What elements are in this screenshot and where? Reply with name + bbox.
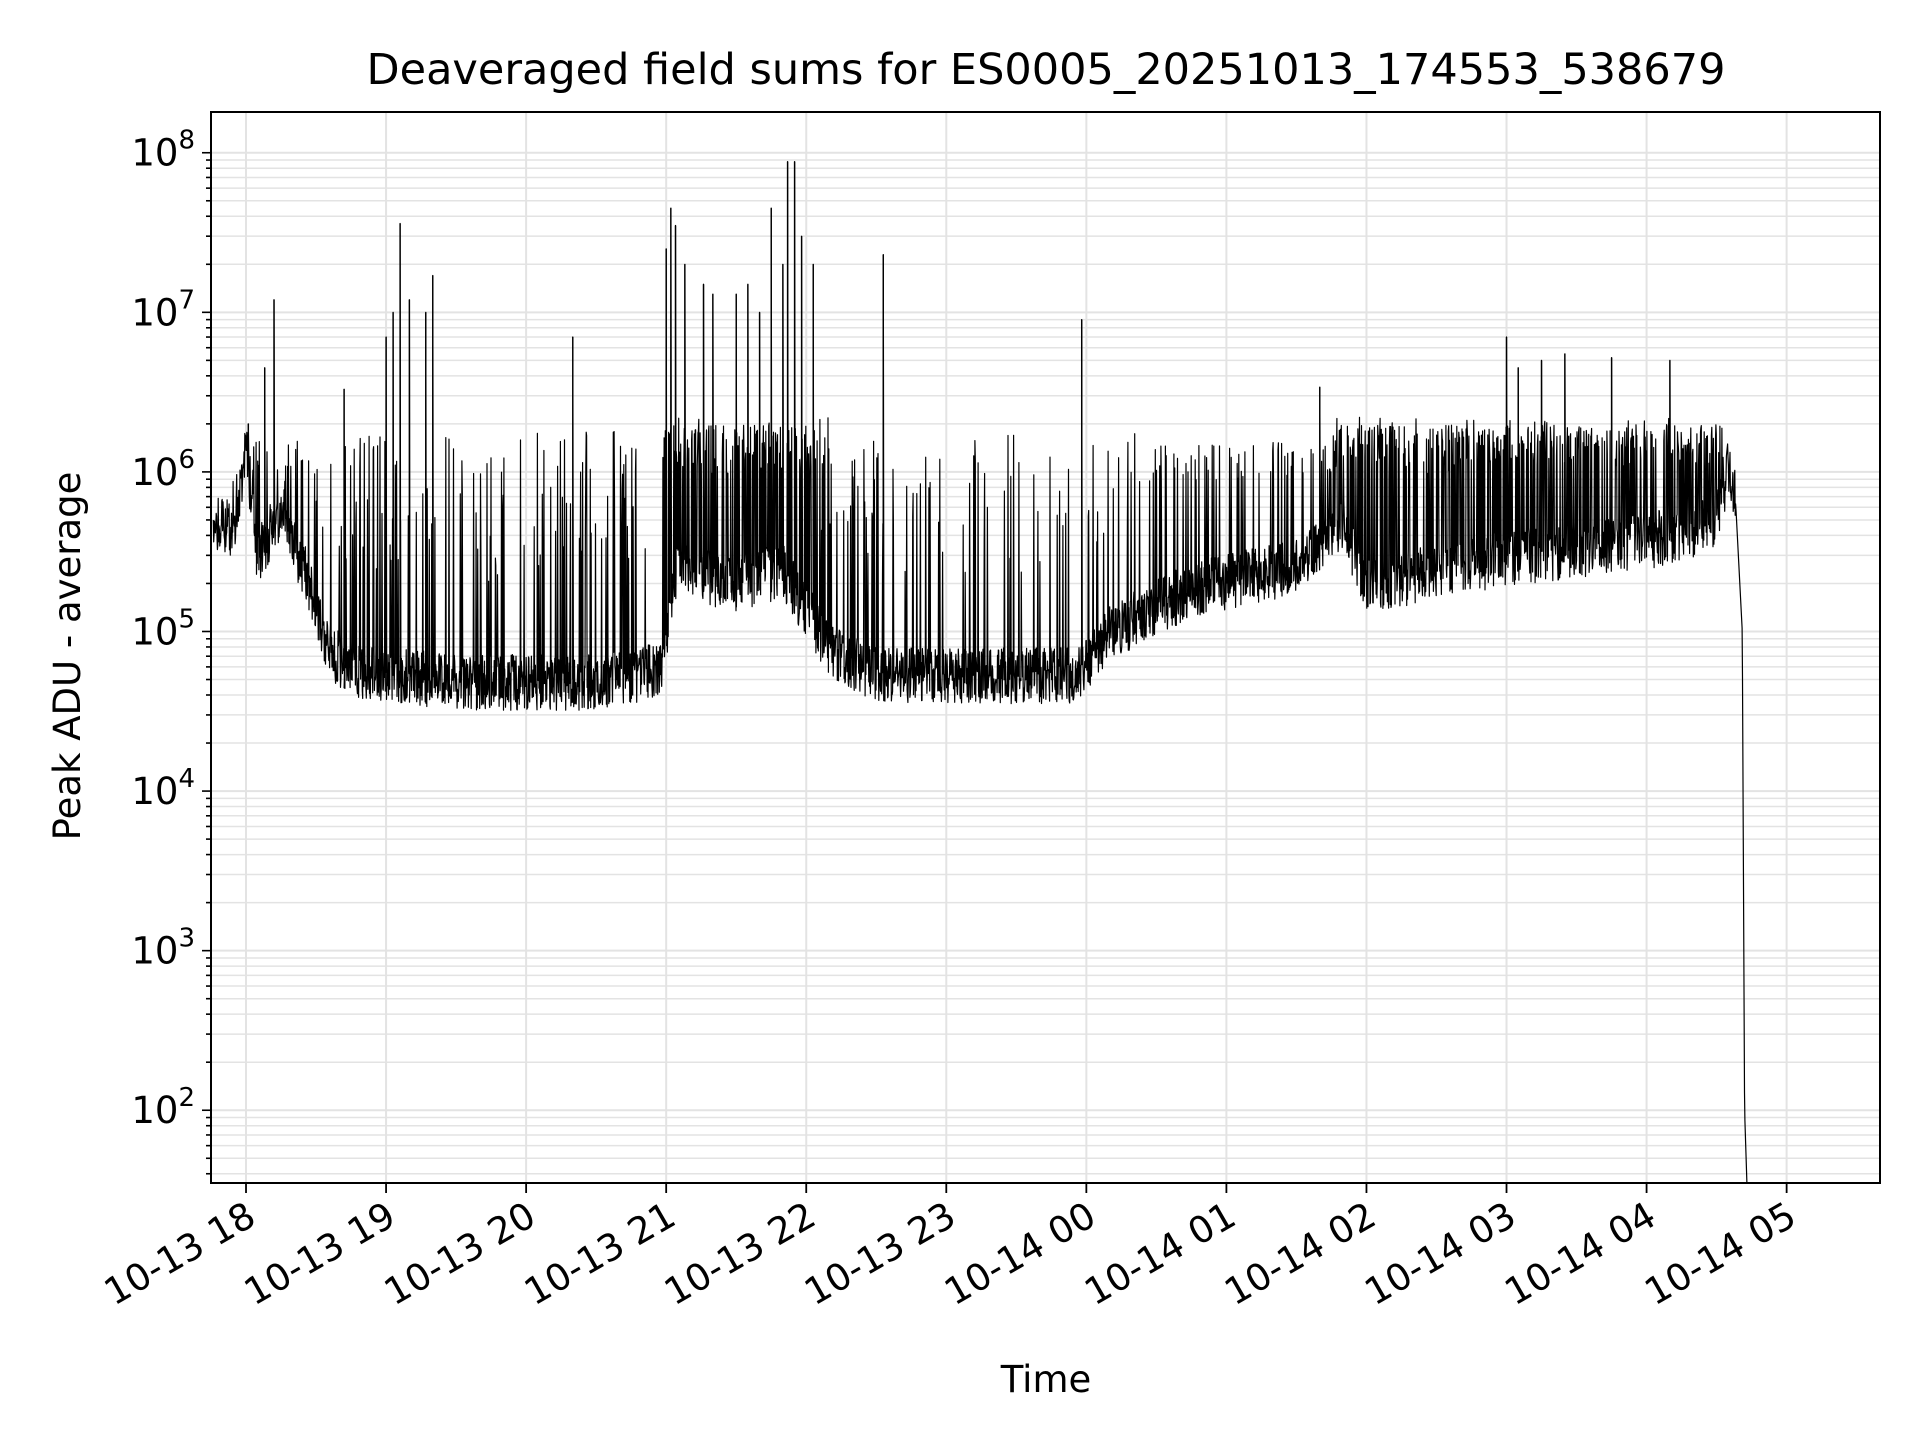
y-tick-base: 10 [131, 451, 178, 494]
y-tick-exponent: 3 [178, 924, 195, 954]
y-tick-exponent: 8 [178, 126, 195, 156]
y-axis-label: Peak ADU - average [46, 472, 89, 841]
y-tick-base: 10 [131, 132, 178, 175]
y-tick-exponent: 5 [178, 604, 195, 634]
y-tick-label: 105 [131, 604, 195, 653]
y-tick-base: 10 [131, 610, 178, 653]
chart-title: Deaveraged field sums for ES0005_2025101… [367, 45, 1726, 95]
y-tick-label: 102 [131, 1083, 195, 1132]
y-tick-exponent: 7 [178, 285, 195, 315]
y-tick-exponent: 4 [178, 764, 195, 794]
y-tick-base: 10 [131, 291, 178, 334]
y-tick-base: 10 [131, 930, 178, 973]
data-layer [212, 161, 1748, 1183]
y-tick-label: 104 [131, 764, 195, 813]
y-tick-label: 106 [131, 445, 195, 494]
series-line [212, 161, 1748, 1183]
y-tick-base: 10 [131, 1089, 178, 1132]
y-tick-exponent: 2 [178, 1083, 195, 1113]
y-tick-label: 107 [131, 285, 195, 334]
y-tick-exponent: 6 [178, 445, 195, 475]
x-axis-label: Time [1000, 1358, 1092, 1401]
y-tick-base: 10 [131, 770, 178, 813]
y-tick-label: 103 [131, 924, 195, 973]
y-tick-label: 108 [131, 126, 195, 175]
